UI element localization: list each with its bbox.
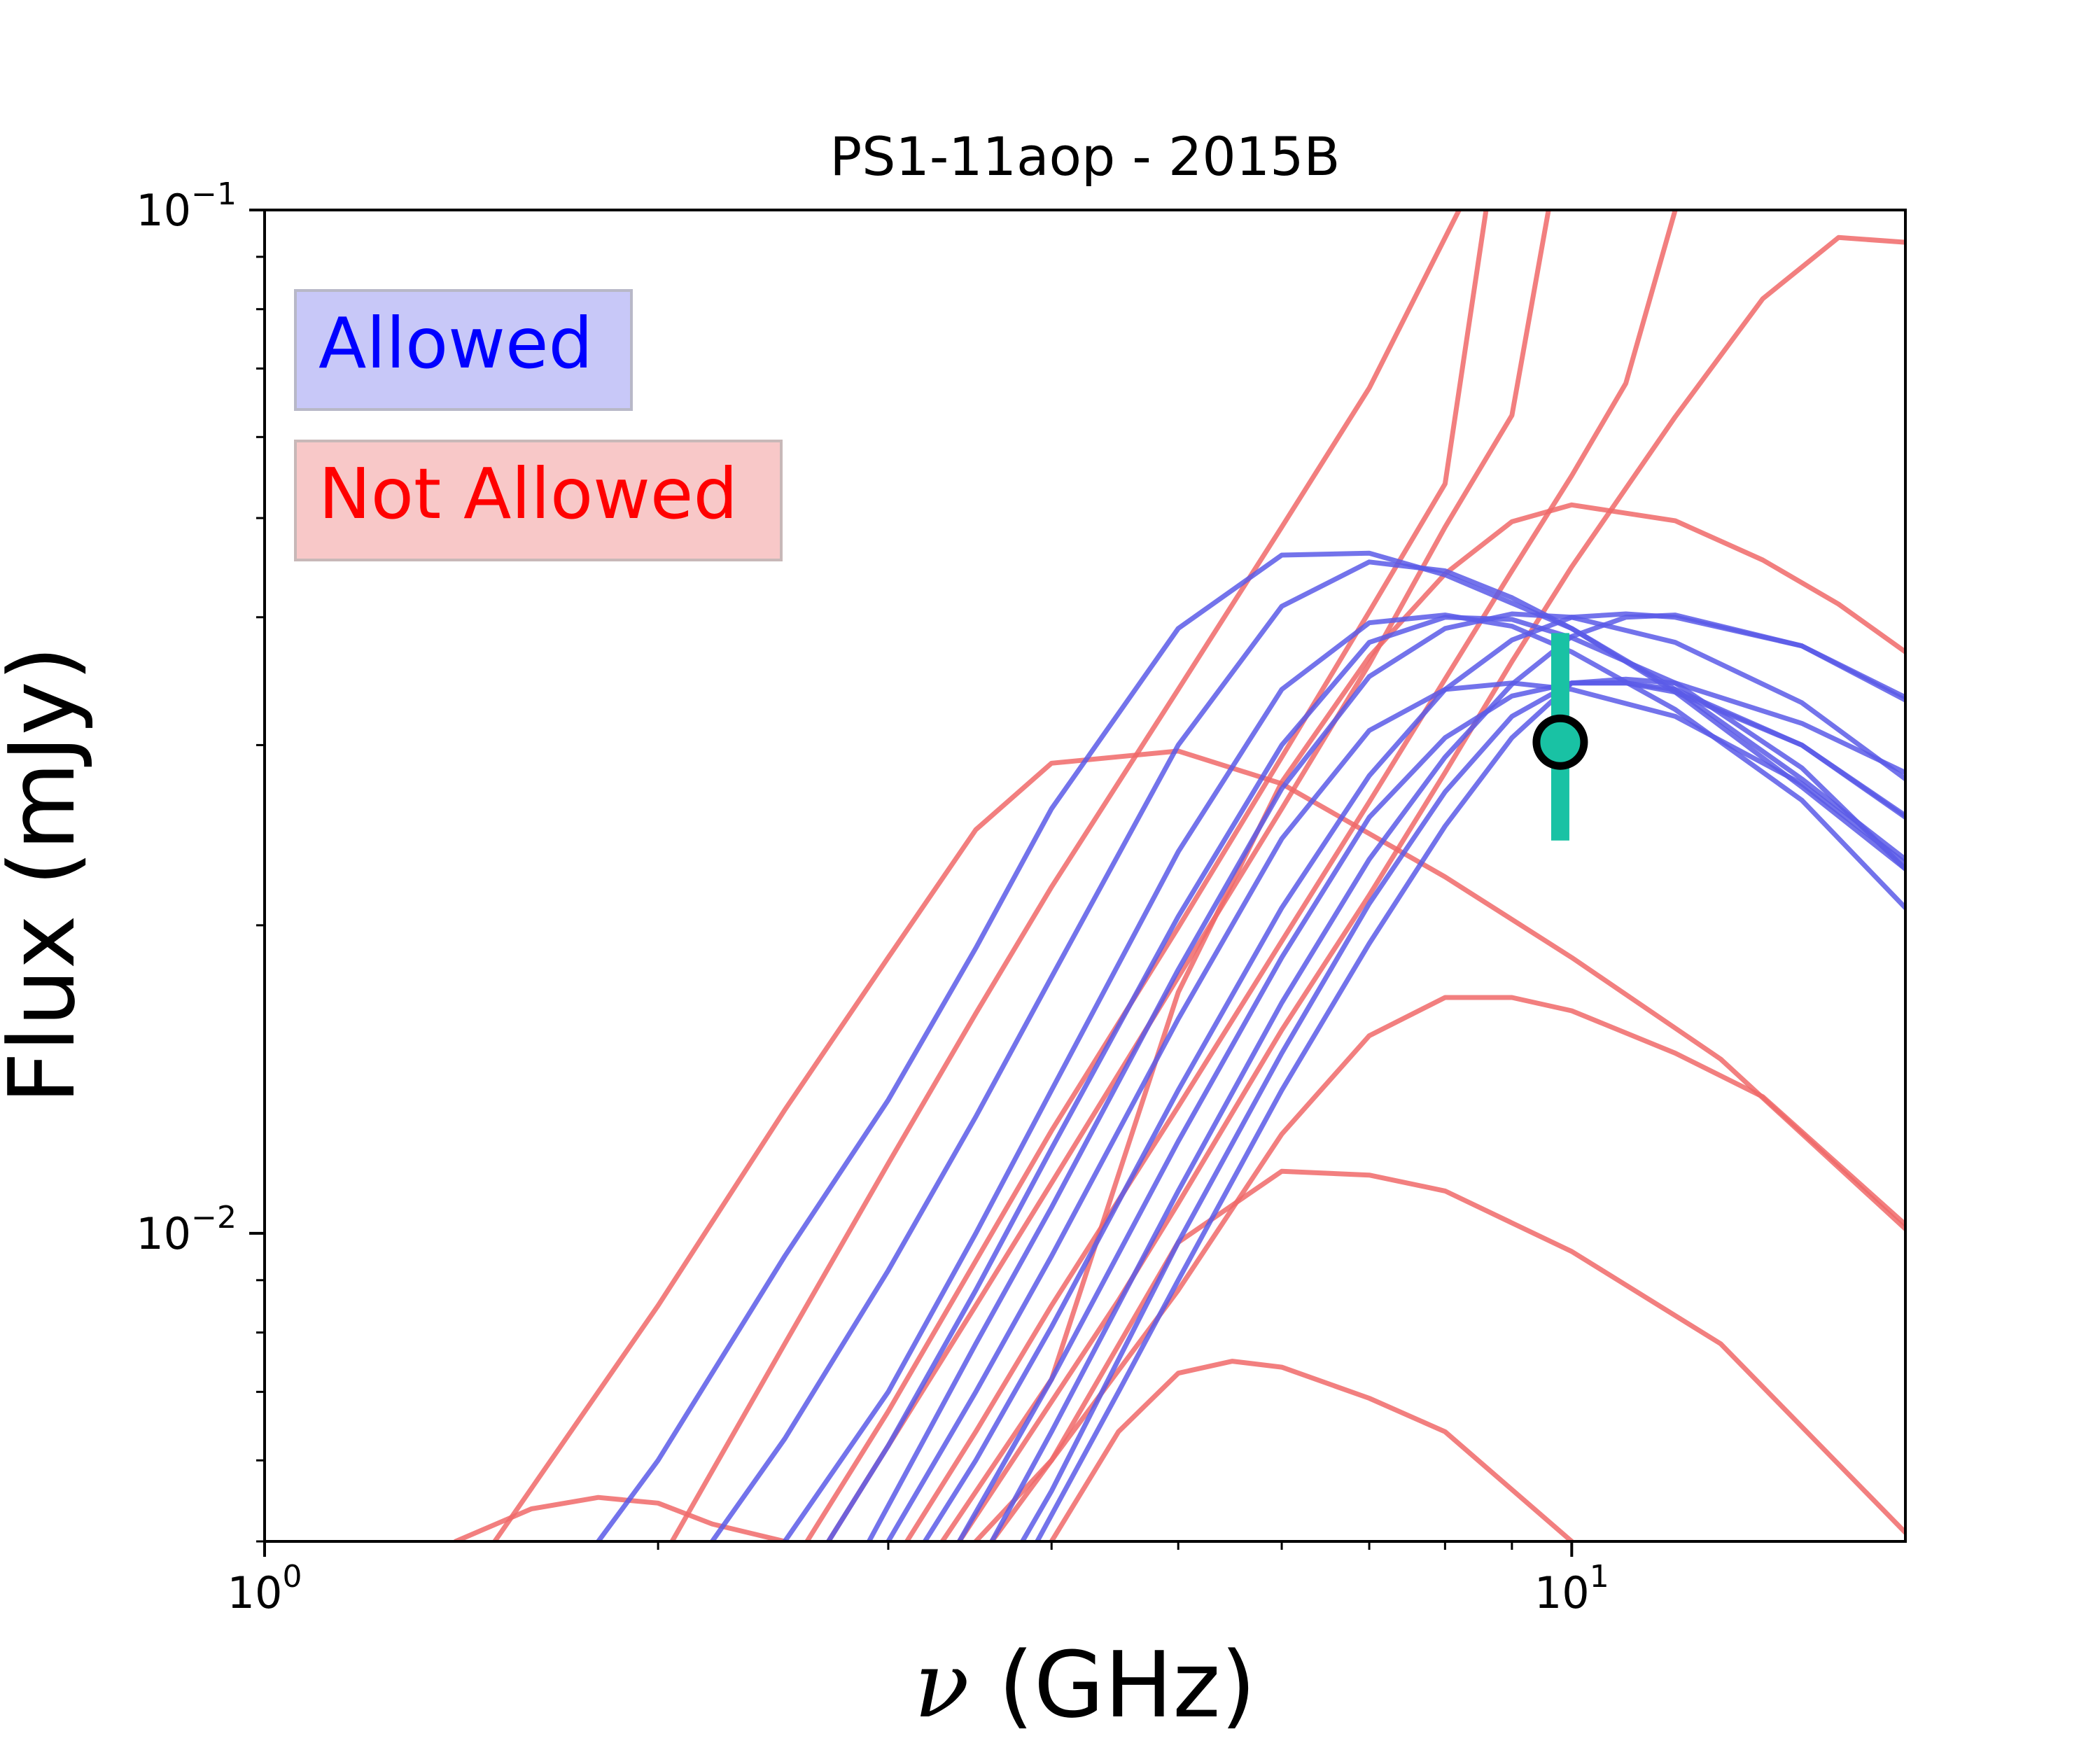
not-allowed-curve-1	[492, 748, 1905, 1541]
y-tick-label-0: 10−2	[136, 1200, 237, 1259]
allowed-curve-15	[866, 611, 1905, 1541]
allowed-curve-20	[1020, 676, 1905, 1541]
x-tick-base: 10	[227, 1567, 283, 1618]
measurement	[1532, 633, 1588, 841]
not-allowed-curve-10	[1049, 1359, 1574, 1541]
plot-frame	[263, 209, 1907, 1543]
not-allowed-curve-5	[904, 210, 1678, 1541]
allowed-curve-19	[989, 612, 1905, 1541]
y-axis-label: Flux (mJy)	[0, 646, 95, 1105]
not-allowed-curve-2	[669, 210, 1462, 1541]
chart-title: PS1-11aop - 2015B	[830, 125, 1340, 188]
y-tick-label-1: 10−1	[136, 176, 237, 236]
y-tick-base: 10	[136, 185, 191, 236]
x-tick-exponent: 0	[282, 1559, 302, 1595]
allowed-curve-13	[782, 612, 1905, 1541]
y-tick-exponent: −2	[191, 1200, 237, 1236]
not-allowed-curve-8	[973, 995, 1905, 1541]
legend-not-allowed-box	[294, 440, 783, 561]
x-tick-label-1: 101	[1534, 1559, 1609, 1618]
not-allowed-curve-4	[826, 210, 1551, 1541]
allowed-curve-21	[1035, 680, 1905, 1541]
x-tick-base: 10	[1534, 1567, 1590, 1618]
legend-allowed-box	[294, 289, 633, 411]
x-tick-exponent: 1	[1590, 1559, 1609, 1595]
allowed-curve-16	[886, 680, 1905, 1541]
legend-allowed-label: Allowed	[318, 302, 593, 384]
not-allowed-curve-9	[989, 1168, 1905, 1541]
y-tick-base: 10	[136, 1208, 191, 1259]
legend-not-allowed-label: Not Allowed	[318, 453, 738, 535]
x-tick-label-0: 100	[227, 1559, 302, 1618]
x-axis-label: ν (GHz)	[914, 1632, 1256, 1738]
x-axis-symbol: ν	[914, 1632, 969, 1738]
legend: Allowed Not Allowed	[294, 289, 783, 561]
not-allowed-curve-3	[804, 210, 1489, 1541]
model-curves	[453, 210, 1905, 1541]
measurement-point	[1532, 714, 1588, 770]
y-tick-exponent: −1	[191, 176, 237, 212]
x-axis-unit: (GHz)	[969, 1632, 1256, 1738]
